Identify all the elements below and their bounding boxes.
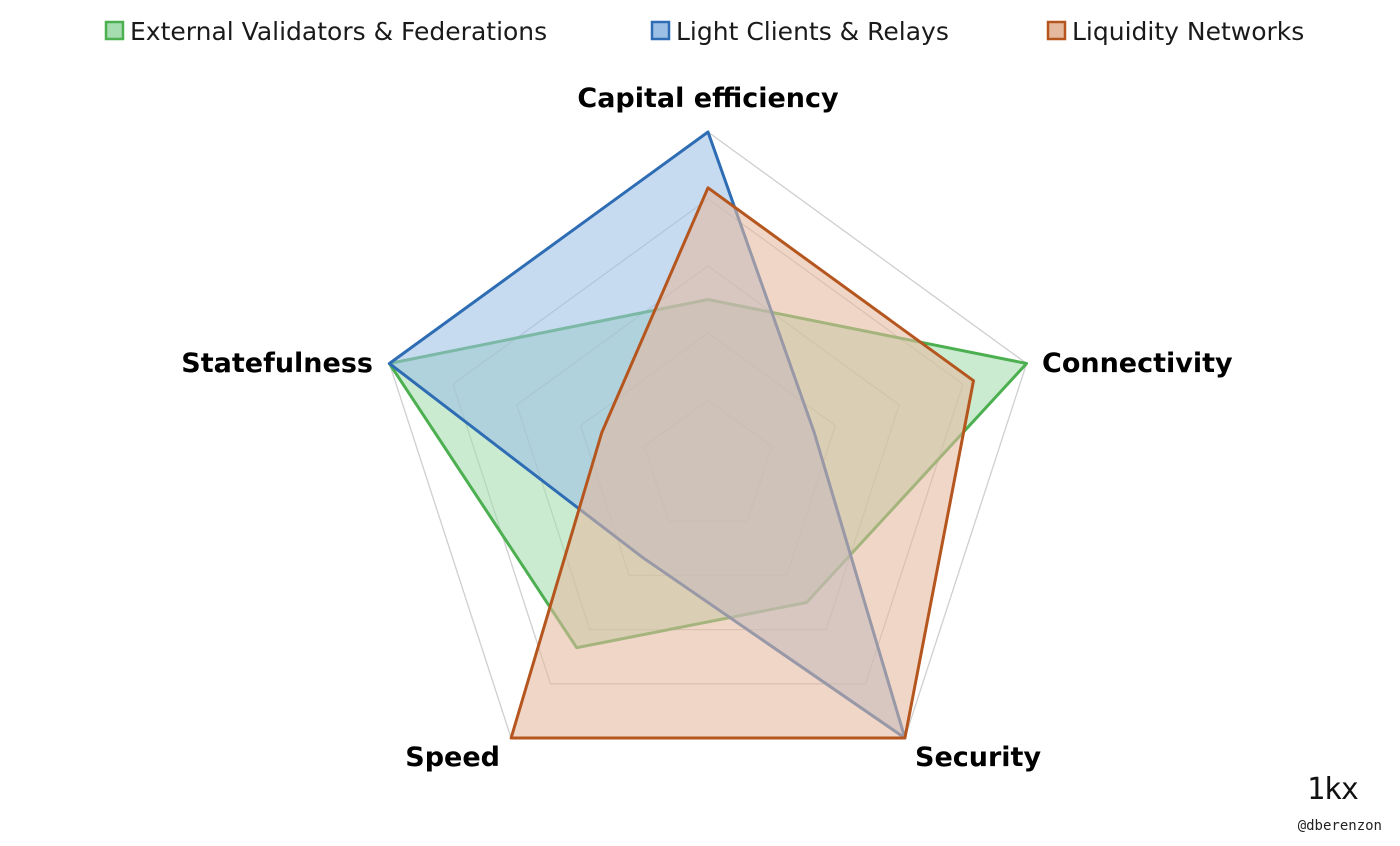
legend-swatch-3 [1046, 20, 1067, 41]
legend: External Validators & Federations Light C… [104, 17, 1304, 46]
legend-swatch-1 [104, 20, 125, 41]
legend-swatch-2 [650, 20, 671, 41]
series-3-area [509, 186, 975, 740]
axis-label-statefulness: Statefulness [181, 348, 373, 379]
axis-label-speed: Speed [405, 742, 500, 773]
brand-logo: 1kx [1306, 772, 1359, 807]
axis-label-capital-efficiency: Capital efficiency [577, 83, 839, 114]
series-layer [387, 130, 1029, 740]
legend-label-2: Light Clients & Relays [676, 17, 949, 46]
axis-labels: Capital efficiency Connectivity Security Sp… [181, 83, 1233, 773]
axis-label-connectivity: Connectivity [1042, 348, 1233, 379]
legend-label-3: Liquidity Networks [1072, 17, 1304, 46]
axis-label-security: Security [915, 742, 1041, 773]
legend-label-1: External Validators & Federations [130, 17, 547, 46]
author-credit: @dberenzon [1297, 818, 1382, 834]
